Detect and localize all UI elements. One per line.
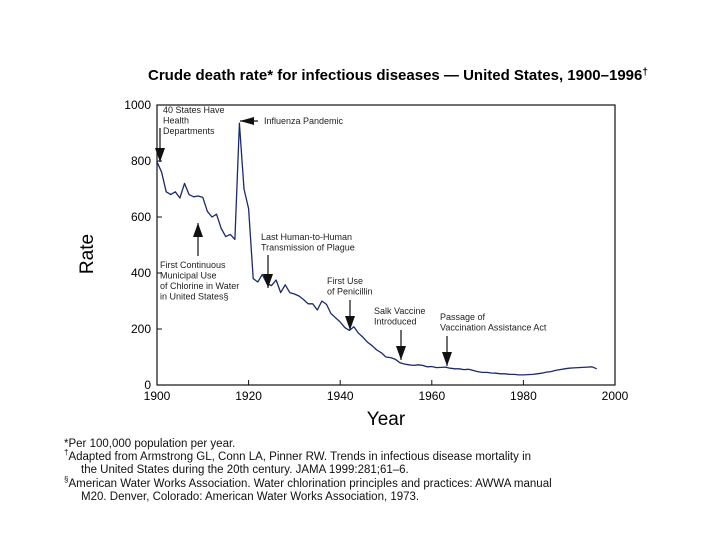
x-tick-label: 1980	[510, 389, 537, 403]
footnote-adapted: †Adapted from Armstrong GL, Conn LA, Pin…	[64, 448, 664, 477]
footnote-awwa-line2: M20. Denver, Colorado: American Water Wo…	[81, 490, 420, 503]
x-tick-label: 2000	[602, 389, 629, 403]
footnote-awwa-line1: American Water Works Association. Water …	[68, 477, 552, 490]
chart-title-marker: †	[642, 67, 648, 78]
annotation-vaccination-act-label: Passage of Vaccination Assistance Act	[440, 312, 547, 333]
chart-title: Crude death rate* for infectious disease…	[148, 67, 648, 84]
annotation-chlorine: First Continuous Municipal Use of Chlorine…	[160, 223, 239, 302]
footnote-adapted-marker: †	[64, 448, 69, 458]
annotation-influenza-arrow-icon	[240, 117, 254, 125]
x-tick-label: 1920	[235, 389, 262, 403]
annotation-penicillin-arrow-icon	[345, 316, 355, 330]
plot-frame	[156, 104, 616, 386]
y-tick-label: 200	[131, 322, 151, 336]
x-tick-label: 1900	[144, 389, 171, 403]
footnote-adapted-line1: Adapted from Armstrong GL, Conn LA, Pinn…	[68, 451, 532, 464]
y-tick-label: 600	[131, 210, 151, 224]
x-axis-label: Year	[367, 409, 406, 430]
annotation-penicillin: First Use of Penicillin	[327, 276, 373, 330]
annotation-influenza-label: Influenza Pandemic	[264, 116, 344, 126]
annotation-plague-label: Last Human-to-Human Transmission of Plagu…	[261, 232, 355, 253]
annotation-plague-arrow-icon	[263, 274, 273, 288]
series-layer	[156, 122, 597, 376]
x-tick-label: 1940	[327, 389, 354, 403]
footnote-awwa: §American Water Works Association. Water…	[64, 474, 664, 504]
annotation-health-depts: 40 States Have Health Departments	[155, 105, 225, 162]
annotation-layer: 40 States Have Health Departments Influenza…	[155, 105, 547, 366]
y-axis-label: Rate	[77, 234, 98, 274]
annotation-health-depts-label: 40 States Have Health Departments	[163, 105, 225, 136]
annotation-influenza: Influenza Pandemic	[240, 116, 344, 126]
annotation-salk-label: Salk Vaccine Introduced	[374, 306, 425, 327]
chart-canvas: Crude death rate* for infectious disease…	[77, 67, 648, 430]
y-tick-label: 0	[144, 378, 151, 392]
footnotes: *Per 100,000 population per year. †Adapt…	[64, 438, 664, 504]
annotation-chlorine-arrow-icon	[193, 223, 203, 237]
y-tick-label: 800	[131, 154, 151, 168]
annotation-salk-arrow-icon	[396, 346, 406, 360]
annotation-salk: Salk Vaccine Introduced	[374, 306, 425, 360]
annotation-vaccination-act-arrow-icon	[442, 352, 452, 366]
series-line-death-rate	[156, 122, 597, 376]
y-tick-label: 400	[131, 266, 151, 280]
chart-title-text: Crude death rate* for infectious disease…	[148, 67, 642, 84]
annotation-vaccination-act: Passage of Vaccination Assistance Act	[440, 312, 547, 366]
footnote-per-population: *Per 100,000 population per year.	[64, 438, 236, 450]
annotation-plague: Last Human-to-Human Transmission of Plagu…	[261, 232, 355, 288]
footnote-adapted-line2: the United States during the 20th centur…	[81, 464, 409, 477]
footnote-awwa-marker: §	[64, 474, 69, 484]
annotation-health-depts-arrow-icon	[155, 148, 165, 162]
annotation-chlorine-label: First Continuous Municipal Use of Chlorine…	[160, 260, 239, 302]
axis-ticks: 1900 1920 1940 1960 1980 2000 0 200 400 600 800 100…	[124, 98, 628, 403]
annotation-penicillin-label: First Use of Penicillin	[327, 276, 373, 297]
x-tick-label: 1960	[418, 389, 445, 403]
y-tick-label: 1000	[124, 98, 151, 112]
